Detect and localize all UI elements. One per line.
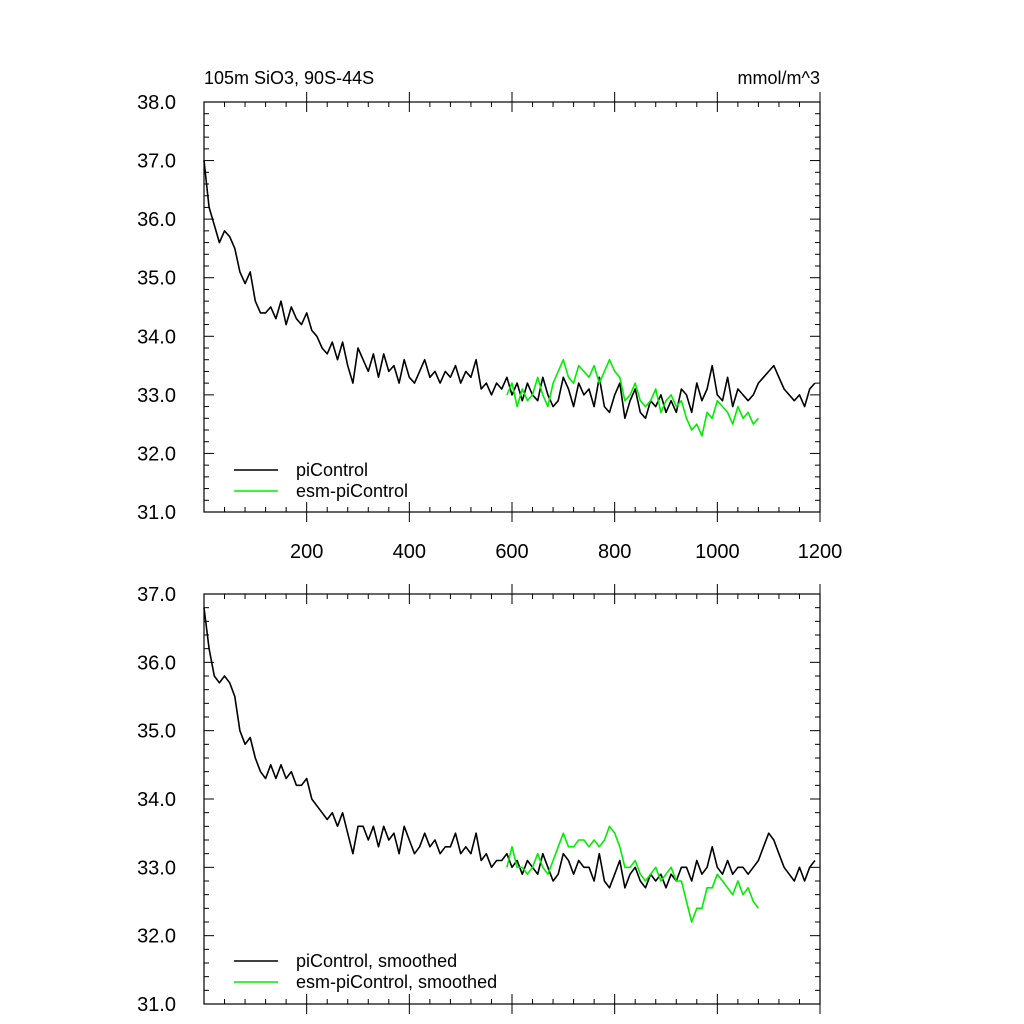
legend-label-picontrol: piControl [296,460,368,480]
top-title: 105m SiO3, 90S-44S [204,68,374,88]
y-tick-label: 38.0 [137,92,176,114]
y-tick-label: 35.0 [137,268,176,290]
y-tick-label: 32.0 [137,926,176,948]
top-legend: piControl esm-piControl [234,460,408,501]
x-tick-label: 1200 [798,541,843,563]
y-tick-label: 34.0 [137,326,176,348]
y-tick-label: 32.0 [137,443,176,465]
x-tick-label: 400 [393,541,426,563]
top-x-axis: 200 400 600 800 1000 1200 [203,92,843,563]
legend-label-esm-picontrol-smoothed: esm-piControl, smoothed [296,972,497,992]
bottom-panel: 31.0 32.0 33.0 34.0 35.0 36.0 37.0 piControl, … [137,584,821,1016]
y-tick-label: 37.0 [137,584,176,606]
bottom-legend: piControl, smoothed esm-piControl, smoot… [234,951,497,992]
bottom-plot-frame [203,593,821,1005]
top-y-axis: 31.0 32.0 33.0 34.0 35.0 36.0 37.0 38.0 [137,92,820,524]
x-tick-label: 200 [290,541,323,563]
x-tick-label: 600 [495,541,528,563]
y-tick-label: 35.0 [137,721,176,743]
y-tick-label: 36.0 [137,209,176,231]
y-tick-label: 33.0 [137,857,176,879]
y-tick-label: 31.0 [137,994,176,1016]
bottom-y-axis: 31.0 32.0 33.0 34.0 35.0 36.0 37.0 [137,584,820,1016]
series-line-esm-picontrol [506,358,760,437]
top-panel: 105m SiO3, 90S-44S mmol/m^3 31.0 32.0 33.0… [137,68,842,563]
legend-label-picontrol-smoothed: piControl, smoothed [296,951,457,971]
top-units: mmol/m^3 [738,68,820,88]
x-tick-label: 1000 [695,541,740,563]
x-tick-label: 800 [598,541,631,563]
top-series [203,160,816,437]
y-tick-label: 36.0 [137,652,176,674]
top-plot-frame [203,101,821,513]
y-tick-label: 31.0 [137,502,176,524]
series-line-picontrol [203,160,816,420]
y-tick-label: 34.0 [137,789,176,811]
legend-label-esm-picontrol: esm-piControl [296,481,408,501]
y-tick-label: 37.0 [137,151,176,173]
y-tick-label: 33.0 [137,385,176,407]
bottom-x-axis [203,584,821,1014]
series-line-picontrol-smoothed [203,607,816,889]
series-line-esm-picontrol-smoothed [506,825,760,923]
bottom-series [203,607,816,923]
